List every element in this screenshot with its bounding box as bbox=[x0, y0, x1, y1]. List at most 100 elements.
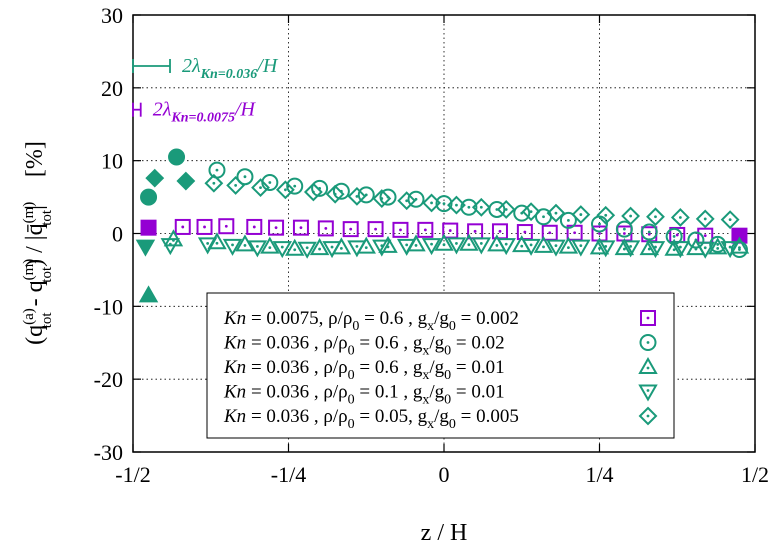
marker-triangle-down bbox=[695, 241, 715, 259]
marker-diamond bbox=[596, 205, 616, 225]
marker-square bbox=[218, 218, 235, 235]
marker-diamond bbox=[695, 209, 715, 229]
marker-dot bbox=[423, 228, 427, 232]
marker-triangle-up bbox=[235, 234, 255, 252]
marker-dot bbox=[554, 244, 558, 248]
marker-shape bbox=[397, 191, 417, 211]
marker-shape bbox=[176, 171, 196, 191]
marker-triangle-up bbox=[614, 238, 635, 256]
marker-shape bbox=[332, 182, 350, 200]
marker-dot bbox=[231, 243, 234, 247]
marker-shape bbox=[422, 193, 441, 213]
marker-shape bbox=[357, 186, 375, 204]
marker-dot bbox=[479, 242, 483, 245]
legend-entry: Kn = 0.036 , ρ/ρ0 = 0.6 , gx/g0 = 0.02 bbox=[223, 333, 657, 359]
marker-shape bbox=[558, 236, 579, 254]
marker-diamond bbox=[347, 186, 367, 206]
marker-shape bbox=[140, 219, 157, 236]
marker-dot bbox=[520, 244, 524, 248]
marker-shape bbox=[251, 178, 270, 198]
marker-dot bbox=[405, 243, 409, 247]
legend-entry: Kn = 0.036 , ρ/ρ0 = 0.05, gx/g0 = 0.005 bbox=[223, 406, 658, 432]
svg-text:(q(a)tot - q(m)tot) / |q̄(m)to: (q(a) tot - q(m) tot) / |q̄(m) tot|[%] bbox=[21, 141, 55, 345]
marker-dot bbox=[318, 247, 321, 251]
marker-shape bbox=[135, 239, 156, 257]
marker-square bbox=[140, 219, 157, 236]
marker-dot bbox=[504, 208, 508, 211]
x-tick-label: 0 bbox=[439, 462, 450, 487]
marker-diamond bbox=[546, 203, 566, 223]
marker-triangle-up bbox=[434, 233, 454, 251]
marker-dot bbox=[654, 215, 657, 219]
marker-diamond bbox=[145, 168, 165, 188]
marker-triangle-down bbox=[372, 239, 392, 257]
marker-triangle-down bbox=[222, 238, 243, 256]
marker-dot bbox=[622, 247, 626, 251]
marker-circle bbox=[140, 188, 158, 206]
marker-shape bbox=[615, 220, 633, 238]
marker-shape bbox=[275, 180, 295, 200]
marker-shape bbox=[325, 184, 345, 204]
marker-dot bbox=[716, 246, 720, 250]
x-tick-label: 1/4 bbox=[585, 462, 613, 487]
marker-shape bbox=[730, 241, 748, 259]
marker-dot bbox=[678, 245, 682, 249]
marker-dot bbox=[672, 248, 676, 252]
marker-shape bbox=[417, 221, 434, 238]
marker-diamond bbox=[176, 171, 196, 191]
legend-box bbox=[206, 292, 675, 439]
marker-dot bbox=[364, 246, 368, 250]
marker-dot bbox=[694, 247, 698, 251]
marker-dot bbox=[675, 233, 679, 237]
legend-entry: Kn = 0.036 , ρ/ρ0 = 0.6 , gx/g0 = 0.01 bbox=[223, 356, 658, 383]
y-tick-label: 30 bbox=[101, 3, 123, 28]
marker-dot bbox=[542, 215, 545, 219]
marker-triangle-down bbox=[645, 241, 666, 259]
marker-triangle-up bbox=[707, 237, 728, 255]
ylabel-sub-tot-2: tot bbox=[39, 266, 55, 283]
ylabel-sup-a: (a) bbox=[21, 308, 37, 325]
marker-shape bbox=[670, 208, 690, 227]
ylabel-sub-tot-1: tot bbox=[39, 312, 55, 329]
marker-shape bbox=[546, 203, 566, 223]
marker-shape bbox=[246, 218, 263, 235]
marker-dot bbox=[567, 246, 570, 250]
legend-label: Kn = 0.036 , ρ/ρ0 = 0.6 , gx/g0 = 0.01 bbox=[223, 357, 505, 383]
marker-shape bbox=[471, 197, 491, 217]
marker-dot bbox=[495, 244, 499, 247]
marker-dot bbox=[324, 227, 328, 230]
marker-shape bbox=[260, 236, 280, 254]
ylabel-sub-tot-3: tot bbox=[39, 209, 55, 226]
legend-label: Kn = 0.036 , ρ/ρ0 = 0.1 , gx/g0 = 0.01 bbox=[223, 382, 505, 408]
marker-shape bbox=[286, 177, 304, 195]
marker-shape bbox=[687, 231, 705, 249]
marker-dot bbox=[646, 316, 650, 320]
y-tick-label: 0 bbox=[112, 222, 123, 247]
marker-circle bbox=[639, 334, 657, 351]
marker-triangle-down bbox=[620, 240, 641, 258]
marker-diamond bbox=[646, 207, 665, 227]
marker-shape bbox=[638, 406, 658, 426]
y-tick-label: -10 bbox=[94, 294, 123, 319]
marker-dot bbox=[738, 246, 741, 250]
marker-dot bbox=[678, 216, 682, 219]
ylabel-close: | bbox=[22, 205, 48, 210]
marker-dot bbox=[548, 231, 552, 235]
marker-circle bbox=[236, 168, 254, 186]
marker-dot bbox=[252, 225, 256, 229]
marker-circle bbox=[435, 195, 453, 213]
marker-dot bbox=[646, 414, 650, 418]
marker-shape bbox=[589, 237, 610, 255]
marker-dot bbox=[455, 242, 458, 245]
data-marks bbox=[135, 148, 750, 303]
marker-dot bbox=[305, 246, 309, 250]
marker-dot bbox=[283, 188, 287, 192]
legend-label: Kn = 0.0075, ρ/ρ0 = 0.6 , gx/g0 = 0.002 bbox=[223, 308, 519, 334]
ylabel-open: (q bbox=[22, 325, 48, 345]
marker-dot bbox=[647, 230, 651, 234]
marker-shape bbox=[496, 238, 516, 256]
marker-triangle-down bbox=[546, 239, 566, 257]
marker-dot bbox=[498, 229, 502, 233]
series-5 bbox=[145, 168, 740, 230]
marker-square bbox=[317, 220, 334, 237]
